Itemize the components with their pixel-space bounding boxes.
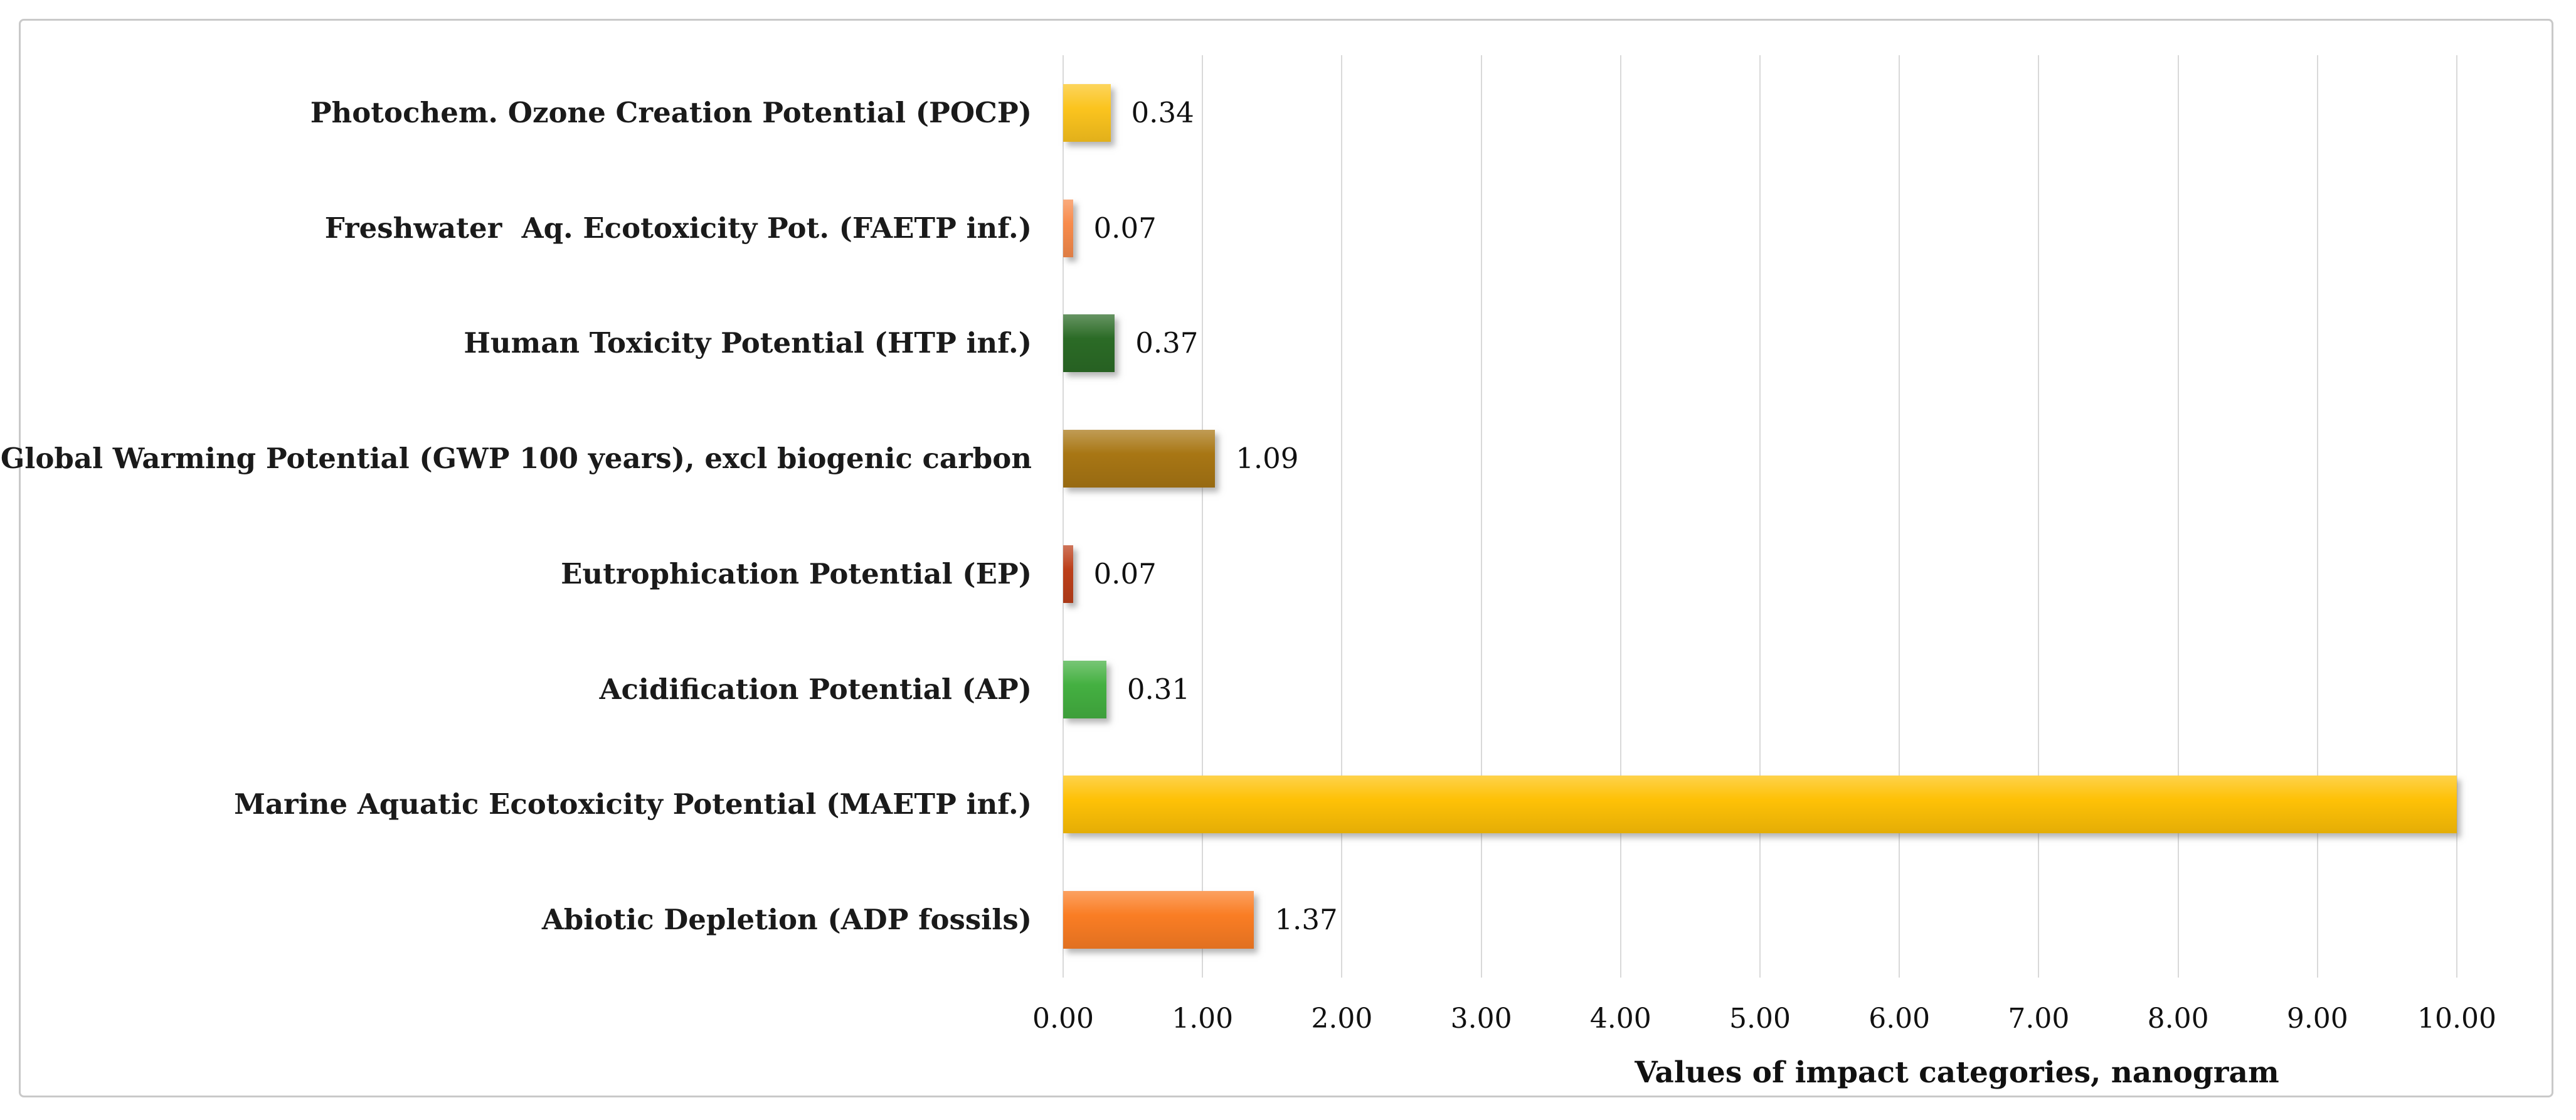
category-label: Photochem. Ozone Creation Potential (POC… [310, 95, 1032, 129]
x-axis-title: Values of impact categories, nanogram [1635, 1055, 2279, 1090]
category-label: Acidification Potential (AP) [599, 672, 1032, 706]
value-label: 1.37 [1275, 903, 1338, 937]
gridline [1759, 55, 1761, 978]
bar [1063, 891, 1254, 949]
bar [1063, 660, 1106, 718]
x-tick-label: 1.00 [1172, 1003, 1234, 1035]
gridline [1063, 55, 1064, 978]
gridline [1619, 55, 1621, 978]
x-tick-label: 3.00 [1450, 1003, 1512, 1035]
value-label: 0.07 [1093, 211, 1157, 245]
category-label: Eutrophication Potential (EP) [561, 557, 1032, 590]
category-label: Global Warming Potential (GWP 100 years)… [0, 442, 1032, 476]
bar [1063, 430, 1216, 488]
category-label: Human Toxicity Potential (HTP inf.) [464, 326, 1032, 360]
value-label: 0.07 [1093, 557, 1157, 590]
x-tick-label: 9.00 [2286, 1003, 2348, 1035]
bar [1063, 83, 1111, 142]
gridline [1202, 55, 1204, 978]
gridline [2038, 55, 2040, 978]
bar [1063, 776, 2457, 834]
x-tick-label: 5.00 [1729, 1003, 1791, 1035]
x-tick-label: 6.00 [1868, 1003, 1931, 1035]
gridline [1899, 55, 1900, 978]
value-label: 0.34 [1131, 95, 1194, 129]
category-label: Freshwater Aq. Ecotoxicity Pot. (FAETP i… [324, 211, 1032, 245]
category-label: Abiotic Depletion (ADP fossils) [541, 903, 1032, 937]
value-label: 0.31 [1126, 672, 1190, 706]
x-tick-label: 4.00 [1589, 1003, 1651, 1035]
x-tick-label: 8.00 [2147, 1003, 2209, 1035]
bar [1063, 199, 1073, 257]
gridline [1341, 55, 1343, 978]
bar [1063, 545, 1073, 603]
value-label: 1.09 [1236, 442, 1299, 476]
gridline [2316, 55, 2318, 978]
gridline [1480, 55, 1482, 978]
category-label: Marine Aquatic Ecotoxicity Potential (MA… [234, 787, 1032, 821]
x-tick-label: 2.00 [1311, 1003, 1373, 1035]
x-tick-label: 0.00 [1032, 1003, 1094, 1035]
x-tick-label: 7.00 [2008, 1003, 2070, 1035]
x-tick-label: 10.00 [2417, 1003, 2496, 1035]
gridline [2456, 55, 2457, 978]
gridline [2177, 55, 2179, 978]
value-label: 0.37 [1135, 326, 1199, 360]
bar [1063, 314, 1115, 373]
chart-outer-border [19, 19, 2553, 1097]
